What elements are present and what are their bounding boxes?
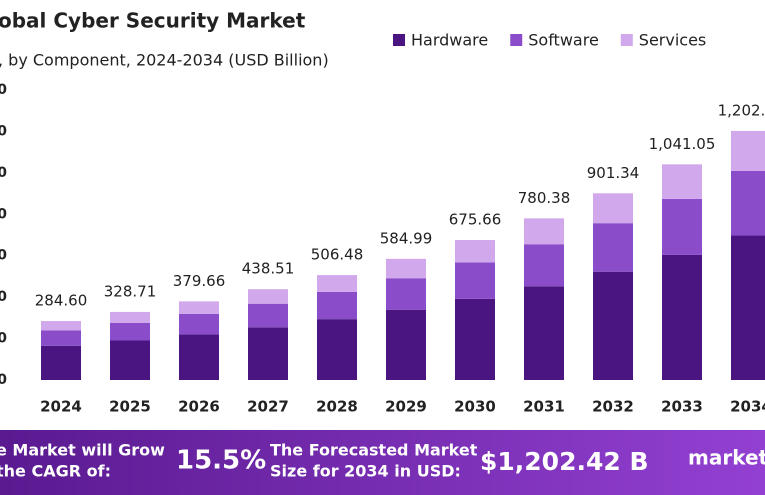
y-tick-label: 600 [0,248,7,264]
legend-label: Hardware [411,31,488,50]
x-tick-label: 2029 [385,398,427,416]
total-label: 1,041.05 [649,135,716,153]
bar-segment [593,193,633,224]
x-tick-label: 2033 [661,398,703,416]
y-tick-label: 800 [0,206,7,222]
total-label: 675.66 [449,211,502,229]
bar-segment [524,244,564,287]
y-tick-label: 0 [0,372,7,388]
footer-text: The Forecasted Market [270,441,478,460]
bar-segment [41,345,81,380]
legend-swatch [510,34,523,46]
bar-segment [455,298,495,380]
bar-segment [41,321,81,331]
x-tick-label: 2027 [247,398,289,416]
bar-segment [731,130,765,171]
total-label: 506.48 [311,246,364,264]
y-tick-label: 1000 [0,165,7,181]
bar-segment [386,309,426,380]
bar-segment [662,164,702,199]
bar-segment [110,311,150,323]
x-tick-label: 2030 [454,398,496,416]
bar-segment [731,170,765,236]
total-label: 780.38 [518,189,571,207]
bar-segment [593,223,633,272]
footer-text: e Market will Grow [0,441,165,460]
bar-segment [317,319,357,380]
bar-segment [524,218,564,245]
y-tick-label: 1200 [0,123,7,139]
bar-segment [179,301,219,314]
chart-subtitle: , by Component, 2024-2034 (USD Billion) [0,51,329,70]
bar-segment [248,289,288,304]
total-label: 379.66 [173,272,226,290]
x-tick-label: 2028 [316,398,358,416]
bar-segment [41,330,81,346]
legend-label: Software [528,31,599,50]
total-label: 438.51 [242,260,295,278]
bar-segment [386,278,426,310]
bar-segment [317,275,357,292]
total-label: 328.71 [104,282,157,300]
footer-band [0,430,765,495]
chart-title: obal Cyber Security Market [0,9,306,33]
bar-segment [731,235,765,380]
footer-text: Size for 2034 in USD: [270,462,461,481]
bar-segment [524,286,564,380]
bar-segment [110,340,150,380]
x-tick-label: 2025 [109,398,151,416]
footer-value: $1,202.42 B [480,447,649,476]
x-tick-label: 2034 [730,398,765,416]
total-label: 901.34 [587,164,640,182]
bar-segment [110,322,150,341]
legend-swatch [393,34,405,46]
x-tick-label: 2026 [178,398,220,416]
footer-cagr: 15.5% [176,446,266,476]
bar-segment [179,313,219,335]
y-tick-label: 200 [0,331,7,347]
bar-segment [248,303,288,328]
legend-swatch [620,34,633,46]
bar-segment [179,334,219,380]
bar-segment [662,198,702,255]
footer-text: the CAGR of: [0,462,111,481]
logo: market [688,446,765,470]
bar-segment [317,291,357,320]
y-tick-label: 1400 [0,82,7,98]
bar-segment [455,240,495,263]
y-tick-label: 400 [0,289,7,305]
x-tick-label: 2024 [40,398,82,416]
total-label: 284.60 [35,292,88,310]
bar-segment [248,327,288,380]
bar-segment [455,262,495,299]
bar-segment [386,258,426,279]
total-label: 584.99 [380,229,433,247]
legend-label: Services [639,31,706,50]
bar-segment [593,271,633,380]
bar-segment [662,254,702,380]
total-label: 1,202.42 [718,101,765,119]
x-tick-label: 2031 [523,398,565,416]
x-tick-label: 2032 [592,398,634,416]
